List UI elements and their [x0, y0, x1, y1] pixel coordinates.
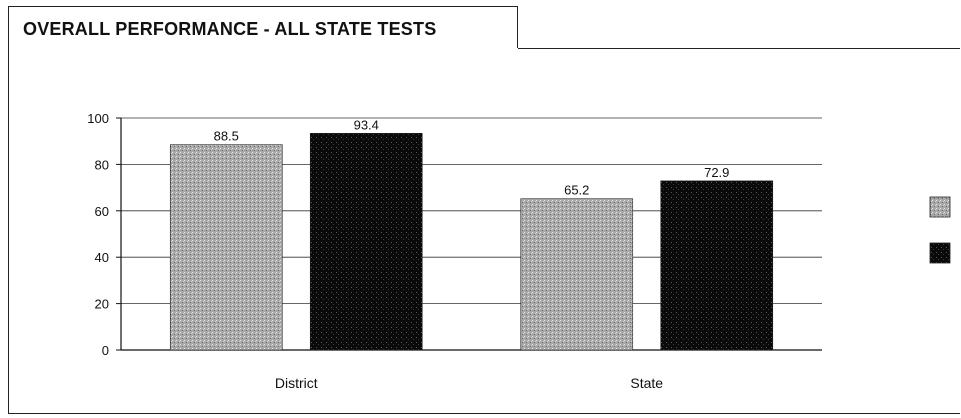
- chart-title: OVERALL PERFORMANCE - ALL STATE TESTS: [23, 19, 437, 39]
- label-layer: 88.5 93.4 District 65.2 72.9 State: [214, 117, 730, 391]
- bar: [169, 144, 283, 351]
- data-label: 93.4: [354, 117, 379, 132]
- bar-layer: [169, 133, 774, 351]
- y-tick-label: 20: [95, 297, 109, 312]
- data-label: 72.9: [704, 165, 729, 180]
- legend-swatch: [929, 196, 951, 218]
- chart-title-box: OVERALL PERFORMANCE - ALL STATE TESTS: [8, 6, 518, 48]
- title-rule: [518, 48, 960, 49]
- y-tick-label: 100: [87, 111, 109, 126]
- y-tick-label: 80: [95, 157, 109, 172]
- category-label: District: [275, 375, 318, 391]
- bar: [520, 198, 634, 351]
- legend-layer: [929, 196, 951, 264]
- y-tick-label: 0: [102, 343, 109, 358]
- data-label: 65.2: [564, 183, 589, 198]
- data-label: 88.5: [214, 129, 239, 144]
- legend-swatch: [929, 242, 951, 264]
- bar: [309, 133, 423, 351]
- chart-frame: [8, 48, 960, 414]
- y-tick-label: 60: [95, 204, 109, 219]
- y-tick-label: 40: [95, 250, 109, 265]
- category-label: State: [630, 375, 663, 391]
- bar: [660, 180, 774, 351]
